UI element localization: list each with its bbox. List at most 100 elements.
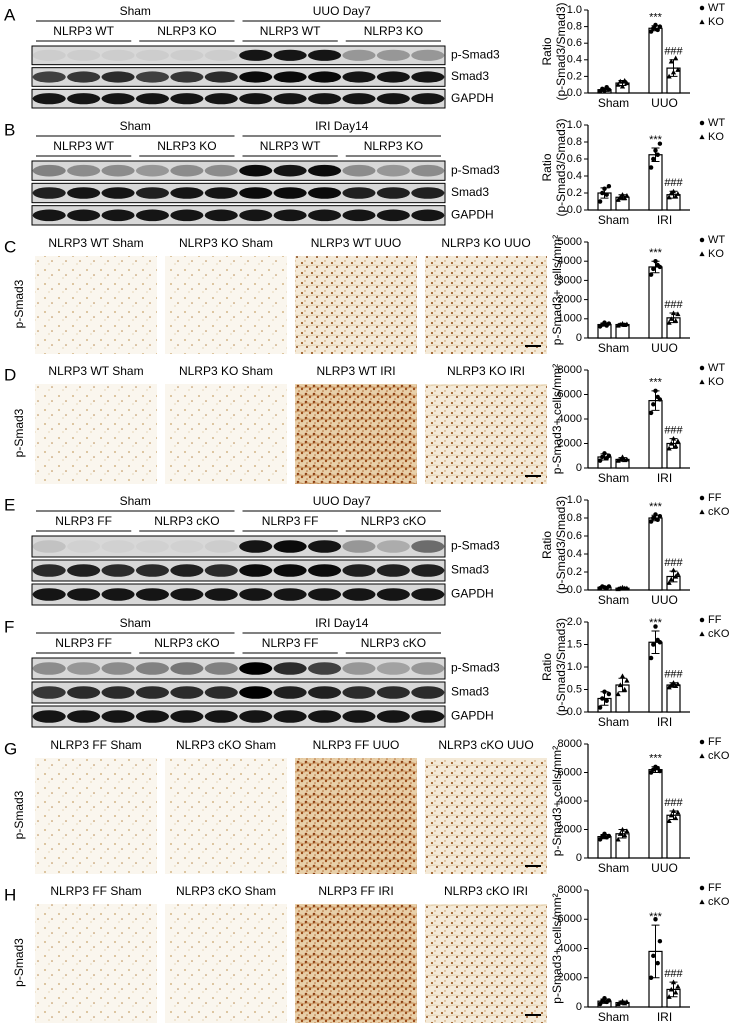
- data-point: [602, 186, 607, 191]
- blot-band: [308, 164, 342, 177]
- blot-band: [308, 686, 342, 699]
- annotation: ###: [664, 425, 683, 437]
- legend-label: WT: [708, 117, 725, 129]
- histology-image: [425, 758, 547, 874]
- subgroup-label: NLRP3 KO: [157, 24, 216, 38]
- blot-band: [376, 71, 410, 83]
- group-label: UUO Day7: [313, 4, 371, 18]
- blot-band: [135, 588, 169, 601]
- group-label: Sham: [120, 494, 151, 508]
- image-title: NLRP3 KO Sham: [179, 236, 273, 250]
- data-point: [673, 443, 679, 449]
- data-point: [606, 321, 612, 326]
- blot-band: [376, 209, 410, 222]
- blot-band: [273, 686, 307, 699]
- y-tick-label: 2000: [558, 437, 582, 449]
- image-title: NLRP3 KO IRI: [447, 364, 525, 378]
- data-point: [666, 320, 672, 325]
- data-point: [617, 78, 623, 84]
- data-point: [651, 515, 656, 521]
- x-tick-label: Sham: [598, 1010, 629, 1024]
- blot-band: [411, 710, 445, 723]
- data-point: [657, 264, 663, 270]
- band-label: GAPDH: [451, 91, 494, 105]
- blot-strip: [31, 205, 446, 226]
- y-tick-label: 4000: [558, 942, 582, 954]
- image-title: NLRP3 cKO IRI: [444, 884, 528, 898]
- data-point: [624, 677, 630, 683]
- image-title: NLRP3 FF UUO: [313, 738, 400, 752]
- blot-band: [308, 71, 342, 83]
- bar: [648, 154, 663, 211]
- y-tick-label: 0.6: [567, 37, 582, 49]
- data-point: [653, 624, 658, 629]
- data-point: [606, 87, 612, 92]
- blot-band: [67, 49, 101, 61]
- x-tick-label: UUO: [651, 593, 678, 607]
- data-point: [699, 5, 705, 11]
- y-axis-label: p-Smad3+ cells/mm²: [550, 235, 564, 345]
- histology-image: [35, 758, 157, 874]
- blot-band: [67, 686, 101, 699]
- data-point: [624, 828, 630, 834]
- band-label: p-Smad3: [451, 48, 500, 62]
- blot-band: [170, 164, 204, 177]
- blot-band: [136, 540, 169, 553]
- data-point: [655, 517, 660, 523]
- blot-band: [411, 164, 445, 177]
- blot-band: [376, 710, 410, 723]
- histology-image: [295, 904, 417, 1023]
- data-point: [602, 451, 607, 456]
- blot-band: [101, 564, 135, 577]
- data-point: [675, 983, 681, 989]
- image-title: NLRP3 cKO Sham: [176, 738, 276, 752]
- data-point: [666, 818, 672, 824]
- blot-band: [342, 564, 376, 577]
- y-tick-label: 0.4: [567, 548, 582, 560]
- legend-label: KO: [708, 248, 724, 260]
- x-tick-label: Sham: [598, 213, 629, 227]
- image-title: NLRP3 WT UUO: [311, 236, 401, 250]
- blot-band: [411, 540, 445, 553]
- data-point: [597, 458, 603, 463]
- data-point: [699, 120, 705, 126]
- x-tick-label: UUO: [651, 96, 678, 110]
- legend-label: FF: [708, 492, 722, 504]
- blot-band: [342, 710, 376, 723]
- blot-band: [101, 686, 135, 699]
- blot-band: [32, 540, 66, 553]
- blot-band: [32, 588, 66, 601]
- blot-band: [411, 187, 445, 199]
- blot-band: [308, 209, 342, 222]
- bar: [648, 769, 663, 859]
- blot-band: [204, 164, 238, 177]
- data-point: [597, 199, 603, 204]
- y-tick-label: 0.4: [567, 54, 582, 66]
- data-point: [699, 899, 705, 905]
- data-point: [668, 316, 674, 321]
- blot-band: [376, 164, 410, 177]
- data-point: [606, 183, 612, 189]
- annotation: ###: [664, 968, 683, 980]
- data-point: [699, 134, 705, 140]
- group-label: Sham: [120, 616, 151, 630]
- y-axis-label: (p-Smad3/Smad3): [554, 496, 568, 594]
- blot-band: [308, 187, 342, 199]
- blot-strip: [31, 657, 446, 680]
- data-point: [666, 580, 672, 585]
- y-tick-label: 3000: [558, 274, 582, 286]
- data-point: [606, 453, 612, 458]
- blot-band: [273, 540, 307, 553]
- blot-band: [273, 710, 307, 723]
- data-point: [651, 402, 656, 407]
- y-tick-label: 0.2: [567, 70, 582, 82]
- annotation: ###: [664, 177, 683, 189]
- data-point: [619, 826, 626, 832]
- blot-band: [376, 588, 410, 601]
- data-point: [670, 680, 677, 685]
- legend-label: cKO: [708, 506, 730, 518]
- blot-band: [342, 588, 376, 601]
- blot-band: [376, 540, 410, 553]
- y-tick-label: 2.0: [567, 616, 582, 628]
- blot-band: [67, 662, 101, 675]
